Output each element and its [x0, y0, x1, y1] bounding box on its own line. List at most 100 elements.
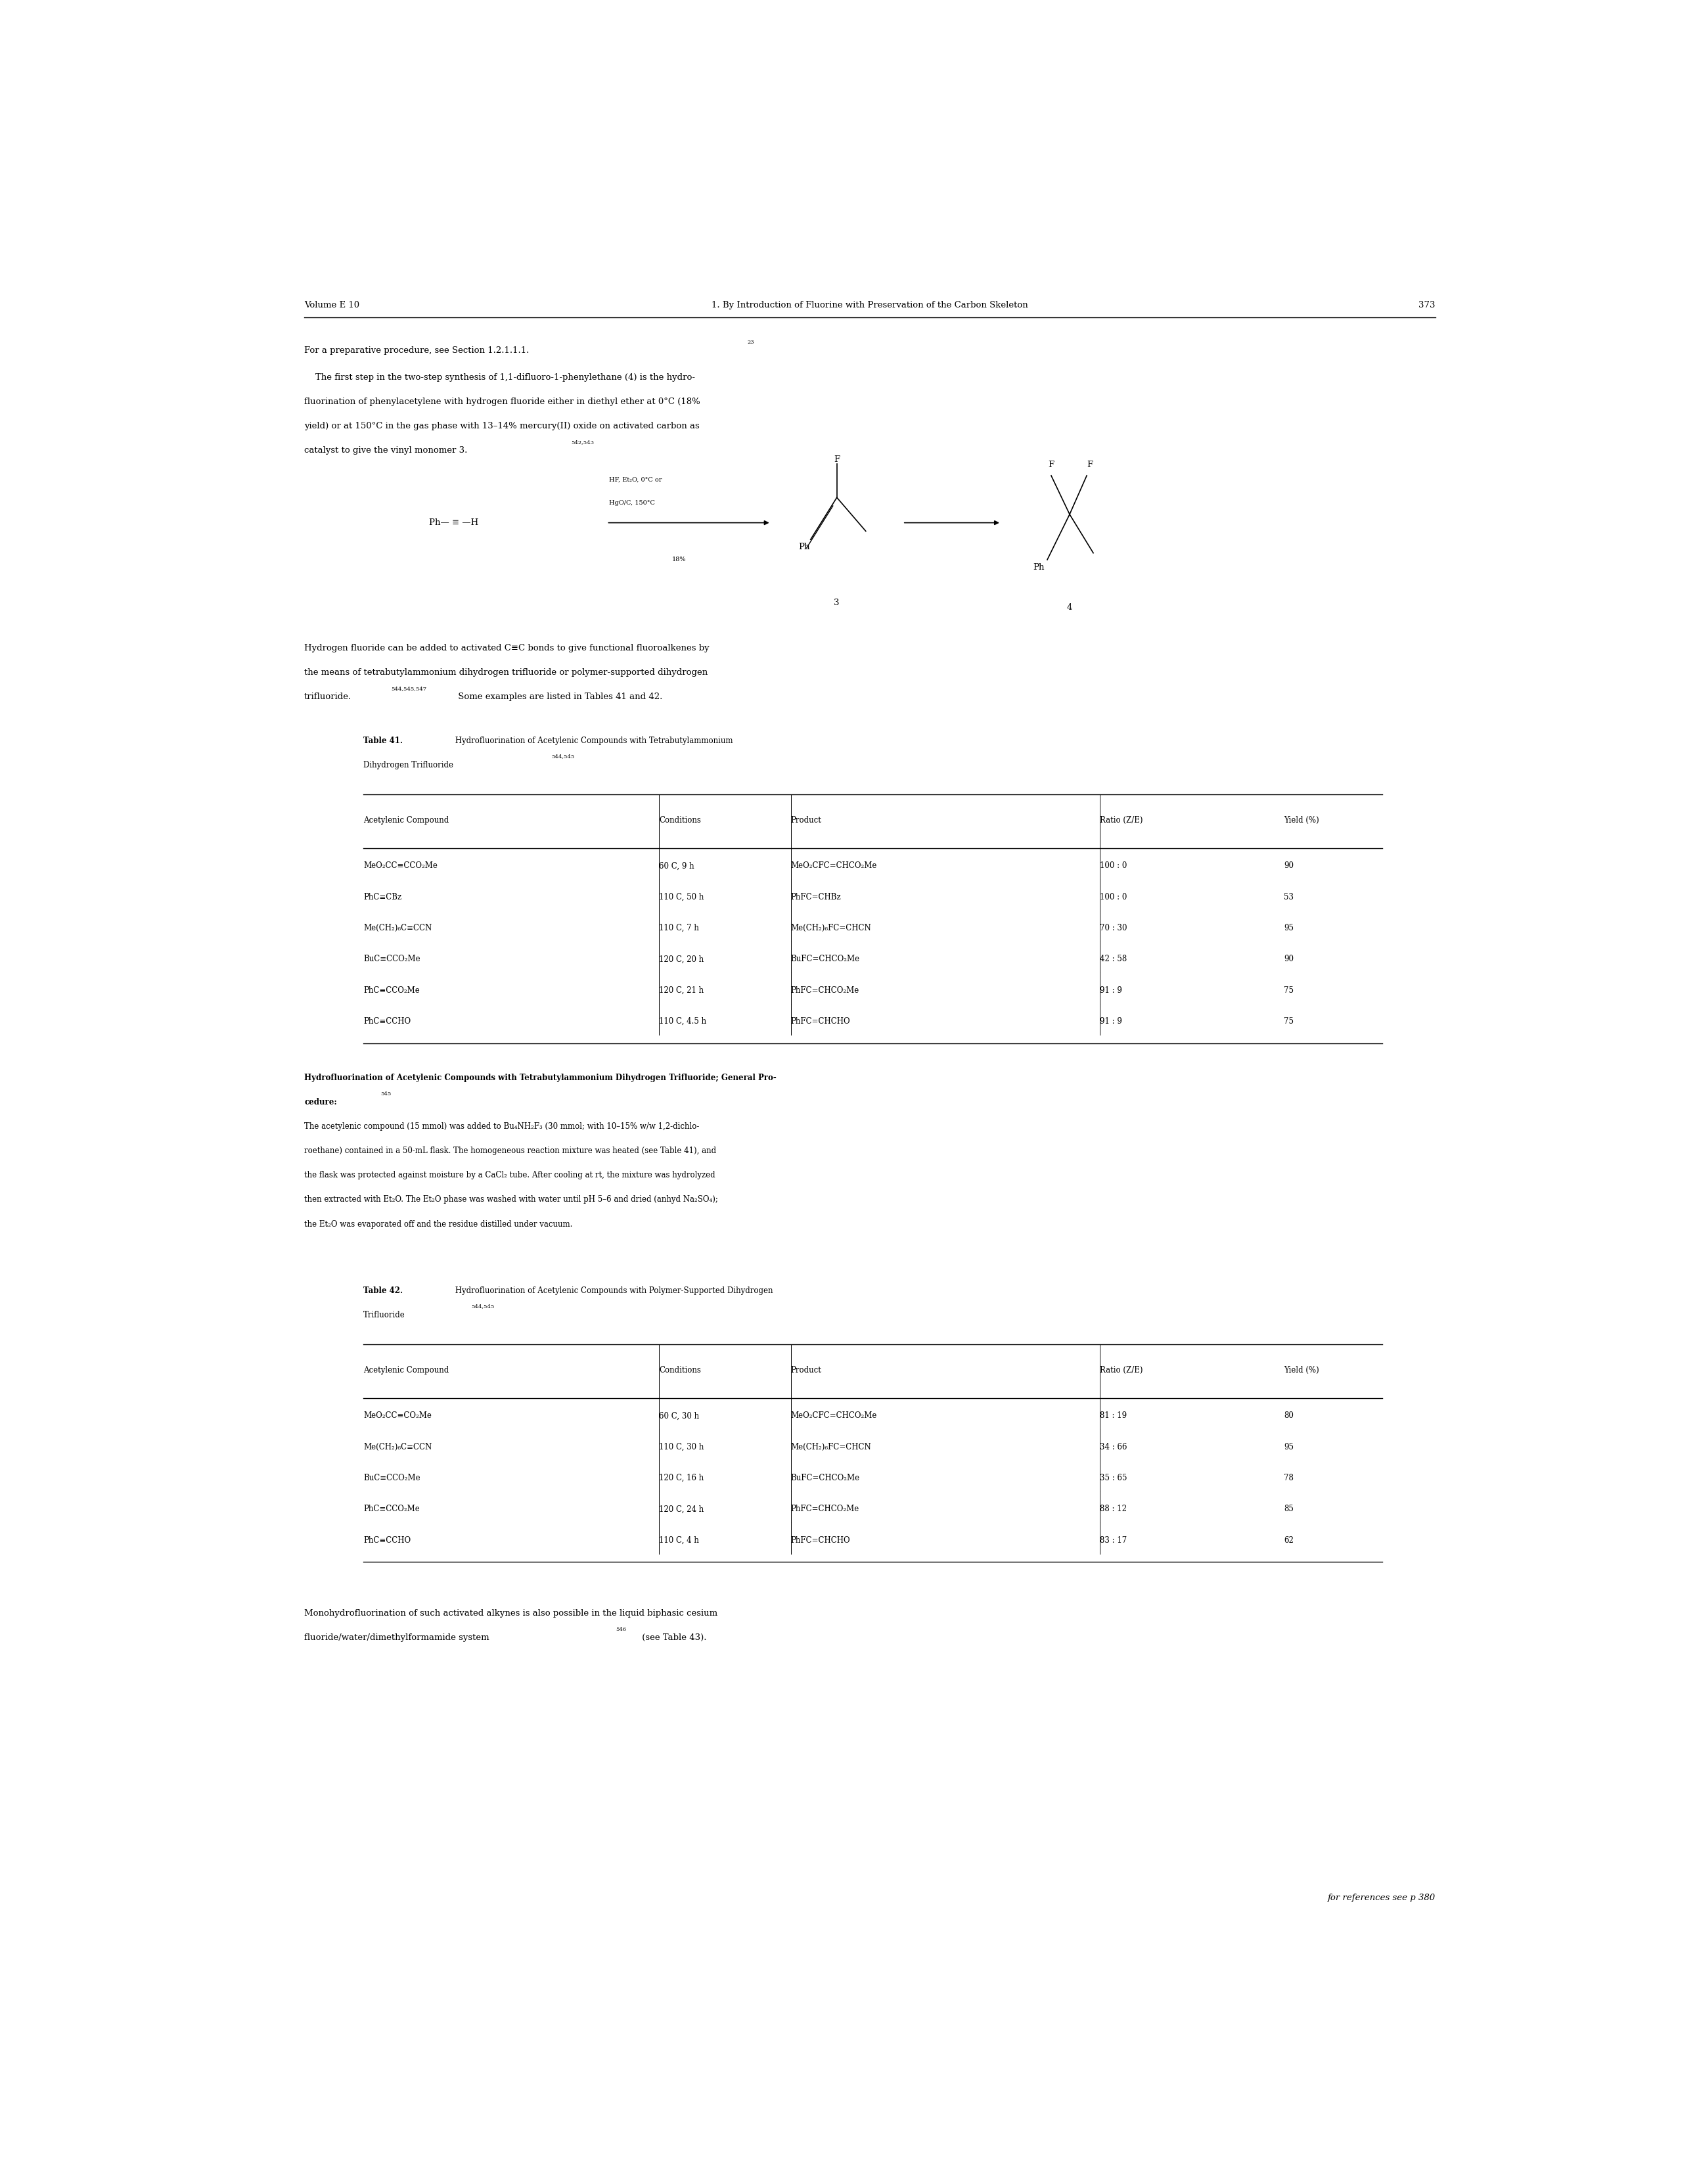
Text: 88 : 12: 88 : 12 [1100, 1505, 1127, 1514]
Text: 110 C, 4.5 h: 110 C, 4.5 h [660, 1018, 706, 1026]
Text: Volume E 10: Volume E 10 [304, 301, 360, 310]
Text: F: F [833, 454, 840, 463]
Text: catalyst to give the vinyl monomer 3.: catalyst to give the vinyl monomer 3. [304, 446, 467, 454]
Text: trifluoride.: trifluoride. [304, 692, 351, 701]
Text: (see Table 43).: (see Table 43). [640, 1634, 708, 1642]
Text: cedure:: cedure: [304, 1099, 338, 1107]
Text: the flask was protected against moisture by a CaCl₂ tube. After cooling at rt, t: the flask was protected against moisture… [304, 1171, 714, 1179]
Text: roethane) contained in a 50-mL flask. The homogeneous reaction mixture was heate: roethane) contained in a 50-mL flask. Th… [304, 1147, 716, 1155]
Text: 75: 75 [1285, 985, 1293, 994]
Text: Me(CH₂)₆C≡CCN: Me(CH₂)₆C≡CCN [363, 1444, 431, 1450]
Text: F: F [1086, 461, 1093, 470]
Text: the means of tetrabutylammonium dihydrogen trifluoride or polymer-supported dihy: the means of tetrabutylammonium dihydrog… [304, 668, 708, 677]
Text: Ph: Ph [798, 544, 809, 553]
Text: The first step in the two-step synthesis of 1,1-difluoro-1-phenylethane (4) is t: The first step in the two-step synthesis… [304, 373, 696, 382]
Text: 78: 78 [1285, 1474, 1293, 1483]
Text: 544,545,547: 544,545,547 [390, 686, 426, 690]
Text: 81 : 19: 81 : 19 [1100, 1411, 1127, 1420]
Text: 91 : 9: 91 : 9 [1100, 1018, 1122, 1026]
Text: 100 : 0: 100 : 0 [1100, 893, 1127, 902]
Text: PhFC=CHBz: PhFC=CHBz [791, 893, 842, 902]
Text: 42 : 58: 42 : 58 [1100, 954, 1127, 963]
Text: PhC≡CBz: PhC≡CBz [363, 893, 402, 902]
Text: 90: 90 [1285, 863, 1293, 869]
Text: BuC≡CCO₂Me: BuC≡CCO₂Me [363, 1474, 421, 1483]
Text: 95: 95 [1285, 1444, 1293, 1450]
Text: Acetylenic Compound: Acetylenic Compound [363, 817, 450, 826]
Text: MeO₂CC≡CCO₂Me: MeO₂CC≡CCO₂Me [363, 863, 438, 869]
Text: the Et₂O was evaporated off and the residue distilled under vacuum.: the Et₂O was evaporated off and the resi… [304, 1221, 572, 1227]
Text: 60 C, 9 h: 60 C, 9 h [660, 863, 694, 869]
Text: The acetylenic compound (15 mmol) was added to Bu₄NH₂F₃ (30 mmol; with 10–15% w/: The acetylenic compound (15 mmol) was ad… [304, 1123, 699, 1131]
Text: Product: Product [791, 817, 821, 826]
Text: 100 : 0: 100 : 0 [1100, 863, 1127, 869]
Text: Hydrofluorination of Acetylenic Compounds with Polymer-Supported Dihydrogen: Hydrofluorination of Acetylenic Compound… [453, 1286, 774, 1295]
Text: Trifluoride: Trifluoride [363, 1310, 406, 1319]
Text: 546: 546 [616, 1627, 626, 1631]
Text: PhFC=CHCO₂Me: PhFC=CHCO₂Me [791, 1505, 859, 1514]
Text: then extracted with Et₂O. The Et₂O phase was washed with water until pH 5–6 and : then extracted with Et₂O. The Et₂O phase… [304, 1195, 718, 1203]
Text: 18%: 18% [672, 557, 686, 561]
Text: PhFC=CHCHO: PhFC=CHCHO [791, 1018, 850, 1026]
Text: 373: 373 [1419, 301, 1436, 310]
Text: 542,543: 542,543 [572, 439, 594, 446]
Text: Ph: Ph [1033, 563, 1045, 572]
Text: Some examples are listed in Tables 41 and 42.: Some examples are listed in Tables 41 an… [455, 692, 662, 701]
Text: 95: 95 [1285, 924, 1293, 933]
Text: PhC≡CCHO: PhC≡CCHO [363, 1535, 411, 1544]
Text: Me(CH₂)₆FC=CHCN: Me(CH₂)₆FC=CHCN [791, 1444, 872, 1450]
Text: 544,545: 544,545 [552, 753, 575, 760]
Text: Product: Product [791, 1367, 821, 1374]
Text: 34 : 66: 34 : 66 [1100, 1444, 1127, 1450]
Text: 3: 3 [833, 598, 840, 607]
Text: 120 C, 21 h: 120 C, 21 h [660, 985, 704, 994]
Text: fluorination of phenylacetylene with hydrogen fluoride either in diethyl ether a: fluorination of phenylacetylene with hyd… [304, 397, 701, 406]
Text: 90: 90 [1285, 954, 1293, 963]
Text: F: F [1047, 461, 1054, 470]
Text: 120 C, 16 h: 120 C, 16 h [660, 1474, 704, 1483]
Text: Yield (%): Yield (%) [1285, 1367, 1319, 1374]
Text: 110 C, 30 h: 110 C, 30 h [660, 1444, 704, 1450]
Text: Ratio (Z/E): Ratio (Z/E) [1100, 817, 1142, 826]
Text: 83 : 17: 83 : 17 [1100, 1535, 1127, 1544]
Text: Me(CH₂)₆C≡CCN: Me(CH₂)₆C≡CCN [363, 924, 431, 933]
Text: BuFC=CHCO₂Me: BuFC=CHCO₂Me [791, 954, 860, 963]
Text: MeO₂CC≡CO₂Me: MeO₂CC≡CO₂Me [363, 1411, 431, 1420]
Text: 35 : 65: 35 : 65 [1100, 1474, 1127, 1483]
Text: BuC≡CCO₂Me: BuC≡CCO₂Me [363, 954, 421, 963]
Text: 75: 75 [1285, 1018, 1293, 1026]
Text: 70 : 30: 70 : 30 [1100, 924, 1127, 933]
Text: PhFC=CHCHO: PhFC=CHCHO [791, 1535, 850, 1544]
Text: Me(CH₂)₆FC=CHCN: Me(CH₂)₆FC=CHCN [791, 924, 872, 933]
Text: HgO/C, 150°C: HgO/C, 150°C [609, 500, 655, 507]
Text: Conditions: Conditions [660, 1367, 701, 1374]
Text: 53: 53 [1285, 893, 1293, 902]
Text: 80: 80 [1285, 1411, 1293, 1420]
Text: for references see p 380: for references see p 380 [1327, 1894, 1436, 1902]
Text: 4: 4 [1067, 603, 1073, 612]
Text: BuFC=CHCO₂Me: BuFC=CHCO₂Me [791, 1474, 860, 1483]
Text: 1. By Introduction of Fluorine with Preservation of the Carbon Skeleton: 1. By Introduction of Fluorine with Pres… [711, 301, 1028, 310]
Text: Monohydrofluorination of such activated alkynes is also possible in the liquid b: Monohydrofluorination of such activated … [304, 1610, 718, 1618]
Text: 62: 62 [1285, 1535, 1293, 1544]
Text: 60 C, 30 h: 60 C, 30 h [660, 1411, 699, 1420]
Text: 91 : 9: 91 : 9 [1100, 985, 1122, 994]
Text: 120 C, 24 h: 120 C, 24 h [660, 1505, 704, 1514]
Text: fluoride/water/dimethylformamide system: fluoride/water/dimethylformamide system [304, 1634, 489, 1642]
Text: Hydrofluorination of Acetylenic Compounds with Tetrabutylammonium: Hydrofluorination of Acetylenic Compound… [453, 736, 733, 745]
Text: For a preparative procedure, see Section 1.2.1.1.1.: For a preparative procedure, see Section… [304, 347, 529, 354]
Text: 544,545: 544,545 [472, 1304, 494, 1308]
Text: Acetylenic Compound: Acetylenic Compound [363, 1367, 450, 1374]
Text: 120 C, 20 h: 120 C, 20 h [660, 954, 704, 963]
Text: PhFC=CHCO₂Me: PhFC=CHCO₂Me [791, 985, 859, 994]
Text: 23: 23 [747, 339, 755, 345]
Text: 85: 85 [1285, 1505, 1293, 1514]
Text: Dihydrogen Trifluoride: Dihydrogen Trifluoride [363, 760, 453, 769]
Text: Table 42.: Table 42. [363, 1286, 402, 1295]
Text: Table 41.: Table 41. [363, 736, 402, 745]
Text: yield) or at 150°C in the gas phase with 13–14% mercury(II) oxide on activated c: yield) or at 150°C in the gas phase with… [304, 422, 699, 430]
Text: Hydrogen fluoride can be added to activated C≡C bonds to give functional fluoroa: Hydrogen fluoride can be added to activa… [304, 644, 709, 653]
Text: Conditions: Conditions [660, 817, 701, 826]
Text: Ph— ≡ —H: Ph— ≡ —H [429, 518, 479, 526]
Text: HF, Et₂O, 0°C or: HF, Et₂O, 0°C or [609, 476, 662, 483]
